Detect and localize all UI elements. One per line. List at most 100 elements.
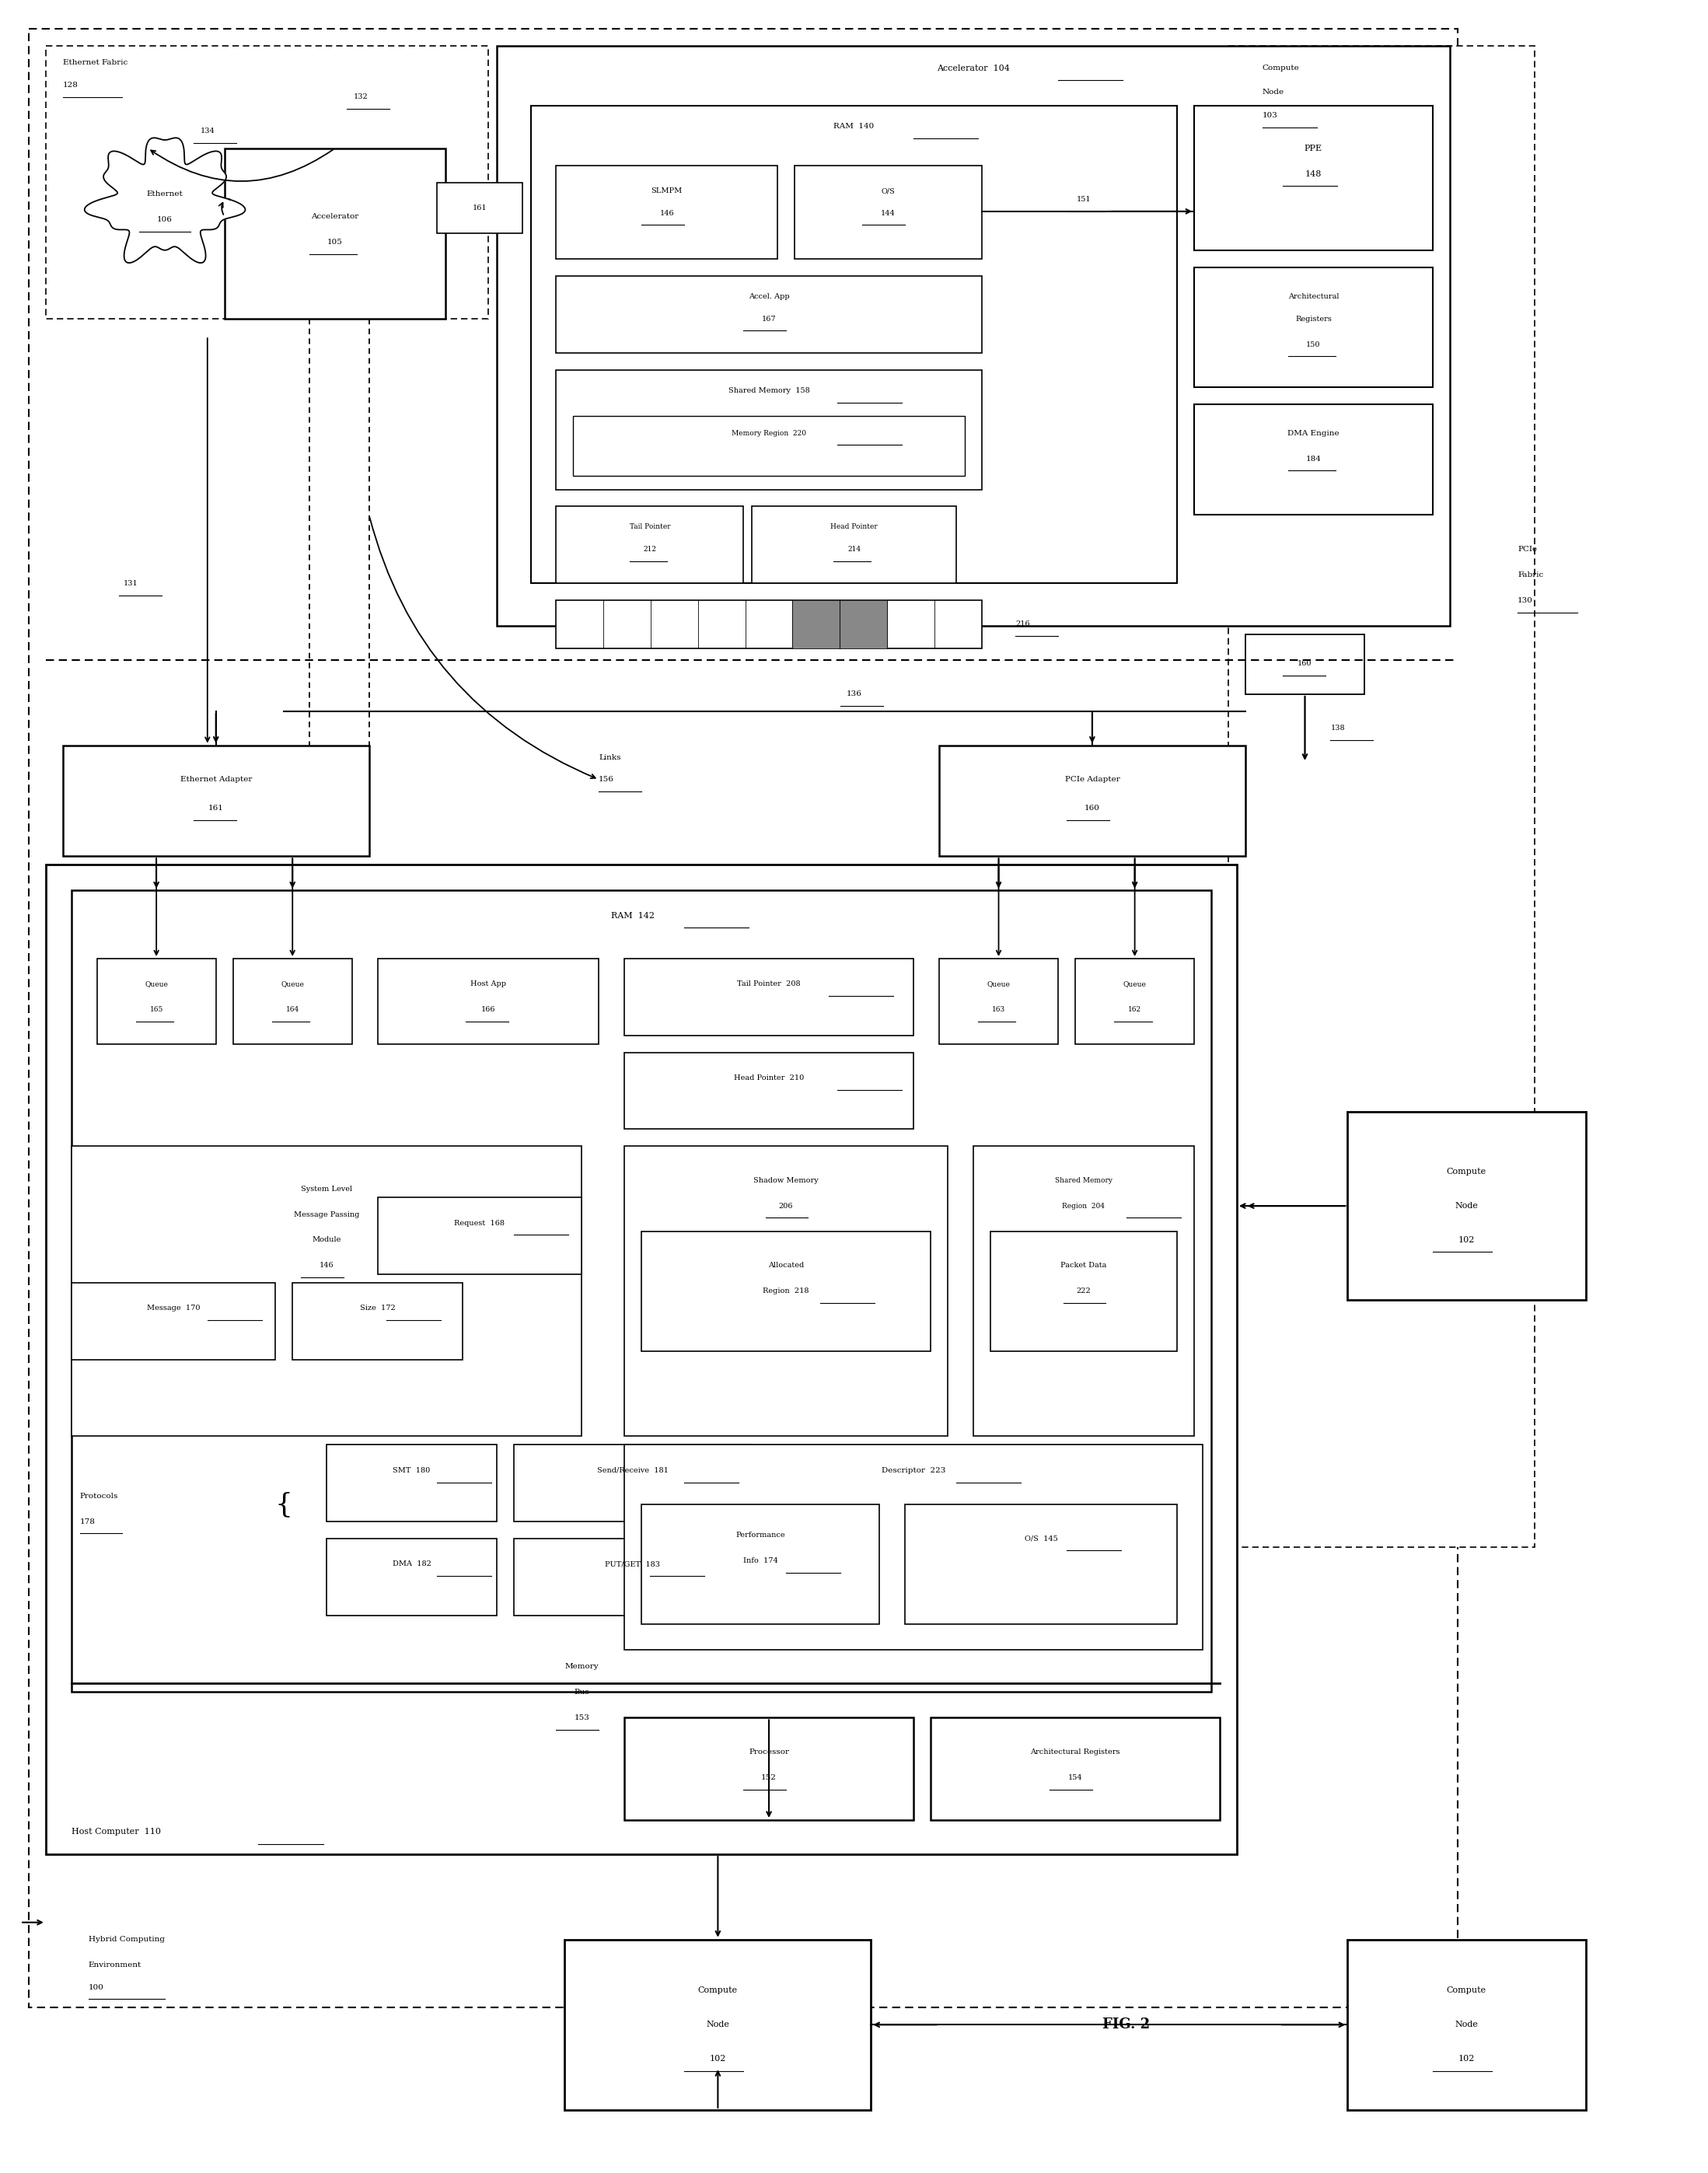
- Text: 206: 206: [779, 1202, 793, 1210]
- Text: 131: 131: [123, 580, 138, 587]
- Bar: [1194, 404, 1433, 515]
- Bar: [29, 28, 1459, 2008]
- Text: Size  172: Size 172: [360, 1304, 395, 1312]
- Bar: [905, 1504, 1177, 1623]
- Text: RAM  140: RAM 140: [834, 122, 874, 130]
- Text: 130: 130: [1518, 598, 1534, 604]
- Text: Shadow Memory: Shadow Memory: [753, 1178, 818, 1184]
- Bar: [97, 958, 215, 1043]
- Text: Queue: Queue: [145, 980, 167, 989]
- Text: 132: 132: [354, 93, 367, 100]
- Bar: [974, 1145, 1194, 1436]
- Text: Accelerator: Accelerator: [311, 213, 359, 219]
- Text: Bus: Bus: [574, 1688, 589, 1695]
- Bar: [557, 165, 777, 259]
- Bar: [72, 891, 1211, 1693]
- Text: Environment: Environment: [89, 1962, 142, 1969]
- Bar: [565, 1940, 871, 2110]
- Text: Queue: Queue: [280, 980, 304, 989]
- Text: Compute: Compute: [1447, 1167, 1486, 1176]
- Text: 105: 105: [328, 239, 343, 246]
- Text: Node: Node: [1262, 89, 1284, 96]
- Text: Message  170: Message 170: [147, 1304, 200, 1312]
- Bar: [557, 369, 982, 489]
- Text: Performance: Performance: [736, 1532, 786, 1538]
- Bar: [640, 1232, 931, 1352]
- Text: 138: 138: [1331, 726, 1344, 732]
- Text: 216: 216: [1016, 621, 1030, 628]
- Text: Memory: Memory: [565, 1662, 600, 1671]
- Text: 146: 146: [659, 209, 675, 217]
- Text: 152: 152: [762, 1773, 777, 1782]
- Text: Architectural Registers: Architectural Registers: [1030, 1749, 1120, 1756]
- Text: Compute: Compute: [699, 1986, 738, 1995]
- Bar: [557, 276, 982, 352]
- Text: Node: Node: [1455, 1202, 1477, 1210]
- Text: Shared Memory: Shared Memory: [1056, 1178, 1112, 1184]
- Text: Architectural: Architectural: [1288, 293, 1339, 300]
- Text: 151: 151: [1076, 196, 1091, 202]
- Text: Processor: Processor: [748, 1749, 789, 1756]
- Text: 134: 134: [200, 128, 215, 135]
- Text: 161: 161: [473, 204, 487, 211]
- Text: O/S: O/S: [881, 187, 895, 193]
- Text: 156: 156: [600, 776, 615, 782]
- Text: Ethernet Fabric: Ethernet Fabric: [63, 59, 128, 67]
- Text: Accelerator  104: Accelerator 104: [936, 65, 1009, 72]
- Bar: [292, 1282, 463, 1360]
- Bar: [46, 865, 1237, 1854]
- Text: Compute: Compute: [1447, 1986, 1486, 1995]
- Bar: [232, 958, 352, 1043]
- Text: Compute: Compute: [1262, 65, 1300, 72]
- Text: 128: 128: [63, 83, 79, 89]
- Text: 153: 153: [574, 1714, 589, 1721]
- Bar: [840, 600, 886, 648]
- Text: PCIe Adapter: PCIe Adapter: [1064, 776, 1120, 782]
- Bar: [72, 1145, 582, 1436]
- Text: PPE: PPE: [1305, 143, 1322, 152]
- Text: PUT/GET  183: PUT/GET 183: [605, 1560, 661, 1567]
- Text: Module: Module: [313, 1236, 342, 1243]
- Text: Queue: Queue: [987, 980, 1009, 989]
- Text: Ethernet: Ethernet: [147, 191, 183, 198]
- Bar: [557, 506, 743, 582]
- Text: 102: 102: [1459, 2056, 1474, 2062]
- Bar: [1076, 958, 1194, 1043]
- Bar: [991, 1232, 1177, 1352]
- Bar: [326, 1538, 497, 1615]
- Bar: [46, 46, 488, 319]
- Text: 100: 100: [89, 1984, 104, 1990]
- Bar: [1194, 267, 1433, 387]
- Bar: [625, 1445, 1202, 1649]
- Text: DMA Engine: DMA Engine: [1288, 430, 1339, 437]
- Text: 160: 160: [1085, 804, 1100, 813]
- Bar: [574, 415, 965, 476]
- Text: 144: 144: [881, 209, 895, 217]
- Bar: [931, 1717, 1220, 1821]
- Bar: [1245, 635, 1365, 693]
- Text: {: {: [275, 1491, 294, 1517]
- Text: Fabric: Fabric: [1518, 571, 1544, 578]
- Bar: [793, 600, 840, 648]
- Text: Accel. App: Accel. App: [748, 293, 789, 300]
- Text: 160: 160: [1298, 661, 1312, 667]
- Text: Ethernet Adapter: Ethernet Adapter: [179, 776, 251, 782]
- Bar: [326, 1445, 497, 1521]
- Text: Hybrid Computing: Hybrid Computing: [89, 1936, 164, 1943]
- Text: Memory Region  220: Memory Region 220: [731, 430, 806, 437]
- Bar: [1194, 106, 1433, 250]
- Bar: [625, 958, 914, 1034]
- Bar: [377, 1197, 582, 1273]
- Text: 222: 222: [1076, 1289, 1091, 1295]
- Bar: [437, 183, 523, 233]
- Text: 178: 178: [80, 1519, 96, 1525]
- Text: DMA  182: DMA 182: [393, 1560, 430, 1567]
- Text: Request  168: Request 168: [454, 1219, 506, 1226]
- Text: Node: Node: [1455, 2021, 1477, 2030]
- Bar: [625, 1145, 948, 1436]
- Text: 146: 146: [319, 1263, 333, 1269]
- Text: Info  174: Info 174: [743, 1558, 777, 1565]
- Text: RAM  142: RAM 142: [611, 913, 654, 919]
- Bar: [377, 958, 600, 1043]
- Bar: [531, 106, 1177, 582]
